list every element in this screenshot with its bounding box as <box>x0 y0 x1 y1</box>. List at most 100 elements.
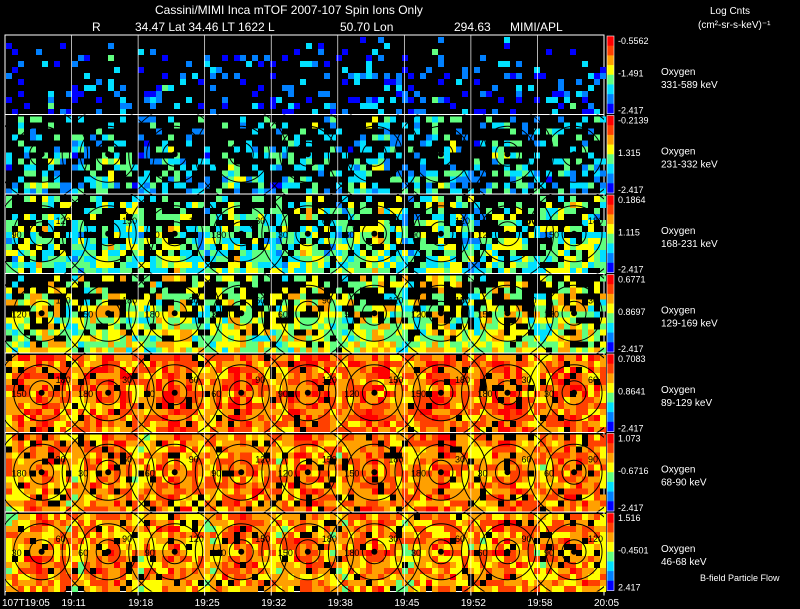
field-dot <box>371 548 378 555</box>
time-tick-label: 19:11 <box>62 598 87 609</box>
colorbar <box>606 274 615 353</box>
energy-label: 68-90 keV <box>661 478 707 489</box>
panel-5: 150 180 180 30 30 60 60 90 90 120 120 150 150 180 180 3… <box>4 352 712 434</box>
colorbar-mid-label: -0.4501 <box>618 545 649 555</box>
contour-label: 120 <box>588 534 603 544</box>
contour-label: 90 <box>521 534 531 544</box>
contour-label: 60 <box>122 454 132 464</box>
field-dot <box>504 230 511 237</box>
org-label: MIMI/APL <box>510 20 563 34</box>
contour-label: 30 <box>189 295 199 305</box>
contour-label: 90 <box>122 534 132 544</box>
field-dot <box>504 548 511 555</box>
contour-label: 150 <box>12 389 27 399</box>
time-tick-label: 19:38 <box>328 598 353 609</box>
contour-label: 90 <box>322 295 332 305</box>
field-dot <box>437 310 444 317</box>
field-dot <box>238 230 245 237</box>
pitch-angle-contours: 180 30 30 60 60 90 90 120 120 150 150 180 180 30 30 60 6… <box>5 432 604 512</box>
contour-label: 150 <box>78 309 93 319</box>
contour-label: 30 <box>455 454 465 464</box>
field-dot <box>171 310 178 317</box>
energy-label: 168-231 keV <box>661 239 718 250</box>
colorbar <box>606 115 615 194</box>
colorbar-max-label: 1.073 <box>618 434 641 444</box>
species-label: Oxygen <box>661 226 695 237</box>
colorbar-min-label: -2.417 <box>618 424 644 434</box>
contour-label: 60 <box>189 375 199 385</box>
field-dot <box>437 548 444 555</box>
contour-label: 30 <box>477 468 487 478</box>
contour-label: 60 <box>278 309 288 319</box>
time-tick-label: 19:32 <box>261 598 286 609</box>
contour-label: 30 <box>145 389 155 399</box>
colorbar-max-label: 1.516 <box>618 513 641 523</box>
contour-label: 120 <box>189 534 204 544</box>
contour-label: 180 <box>322 534 337 544</box>
field-dot <box>571 469 578 476</box>
colorbar-max-label: 0.6771 <box>618 275 646 285</box>
contour-label: 30 <box>521 375 531 385</box>
field-dot <box>371 469 378 476</box>
energy-label: 89-129 keV <box>661 398 712 409</box>
contour-label: 150 <box>477 309 492 319</box>
field-dot <box>105 389 112 396</box>
species-label: Oxygen <box>661 306 695 317</box>
colorbar-max-label: 0.1864 <box>618 195 646 205</box>
contour-label: 150 <box>544 230 559 240</box>
contour-label: 60 <box>145 468 155 478</box>
value-294-label: 294.63 <box>454 20 491 34</box>
contour-label: 120 <box>322 375 337 385</box>
contour-label: 90 <box>12 230 22 240</box>
contour-label: 90 <box>544 548 554 558</box>
species-label: Oxygen <box>661 67 695 78</box>
contour-label: 150 <box>521 216 536 226</box>
panel-6: 180 30 30 60 60 90 90 120 120 150 150 180 180 30 30 60 6… <box>4 432 707 513</box>
field-dot <box>304 230 311 237</box>
panel-2: -0.2139 1.315 -2.417 Oxygen 231-332 keV <box>4 114 718 195</box>
field-dot <box>38 151 45 158</box>
energy-label: 129-169 keV <box>661 319 718 330</box>
contour-label: 150 <box>322 454 337 464</box>
colorbar <box>606 433 615 512</box>
contour-label: 30 <box>544 389 554 399</box>
contour-label: 120 <box>344 389 359 399</box>
time-tick-label: 19:58 <box>527 598 552 609</box>
heatmap-cells <box>6 116 606 195</box>
field-dot <box>504 310 511 317</box>
contour-label: 180 <box>588 216 603 226</box>
contour-label: 90 <box>278 389 288 399</box>
contour-label: 150 <box>455 295 470 305</box>
heatmap-cells <box>6 514 606 592</box>
time-tick-label: 19:45 <box>394 598 419 609</box>
field-dot <box>304 469 311 476</box>
contour-label: 120 <box>211 548 226 558</box>
field-dot <box>238 151 245 158</box>
panel-7: 30 60 60 90 90 120 120 150 150 180 180 30 30 60 60 90 90… <box>4 511 707 593</box>
field-dot <box>571 389 578 396</box>
contour-label: 60 <box>78 548 88 558</box>
field-dot <box>304 310 311 317</box>
species-label: Oxygen <box>661 385 695 396</box>
contour-label: 60 <box>588 375 598 385</box>
figure-title: Cassini/MIMI Inca mTOF 2007-107 Spin Ion… <box>155 3 423 17</box>
colorbar-min-label: -2.417 <box>618 265 644 275</box>
field-dot <box>371 389 378 396</box>
pitch-angle-contours: 30 60 60 90 90 120 120 150 150 180 180 30 30 60 60 90 90… <box>5 512 604 592</box>
field-dot <box>571 548 578 555</box>
contour-label: 90 <box>255 375 265 385</box>
field-dot <box>105 151 112 158</box>
colorbar-mid-label: 1.115 <box>618 227 640 237</box>
colorbar-mid-label: 1.315 <box>618 148 641 158</box>
field-dot <box>504 389 511 396</box>
contour-label: 90 <box>411 230 421 240</box>
field-dot <box>171 230 178 237</box>
contour-label: 150 <box>122 216 137 226</box>
field-dot <box>304 548 311 555</box>
contour-label: 180 <box>12 468 27 478</box>
contour-label: 60 <box>56 534 66 544</box>
field-dot <box>571 310 578 317</box>
panels-layer: -0.5562 -1.491 -2.417 Oxygen 331-589 keV -0.2… <box>4 34 718 593</box>
heatmap-cells <box>6 196 606 274</box>
field-dot <box>371 310 378 317</box>
